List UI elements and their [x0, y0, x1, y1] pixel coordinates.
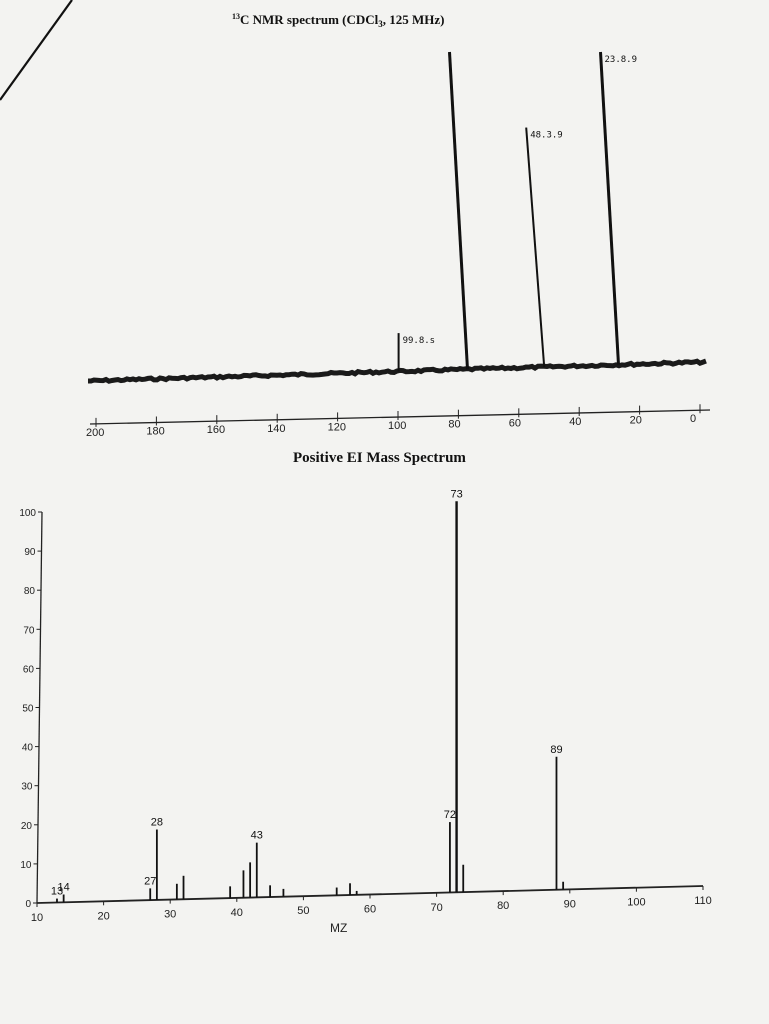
nmr-peaks: [397, 51, 620, 372]
nmr-peak-labels: 99.8.s 48.3.9 23.8.9: [403, 55, 637, 346]
nmr-x-tick-label: 180: [146, 426, 164, 438]
ms-x-tick-label: 20: [97, 910, 109, 922]
ms-peak-label: 72: [444, 809, 456, 821]
ms-peak-label: 89: [550, 744, 562, 756]
ms-peak-label: 43: [251, 830, 263, 842]
nmr-x-axis: [89, 409, 711, 425]
ms-y-tick-label: 80: [24, 586, 36, 597]
ms-x-tick-label: 70: [430, 902, 442, 914]
nmr-x-tick-label: 0: [690, 413, 696, 425]
ms-y-tick-label: 100: [19, 508, 36, 519]
ms-peak-label: 73: [450, 488, 462, 500]
nmr-x-ticks: 200 180 160 140 120 100 80 60 40 20 0: [86, 404, 701, 439]
nmr-spectrum: 99.8.s48.3.923.8.9 200 180 160 140 120 100 80 6…: [86, 51, 711, 439]
ms-peaks: [56, 501, 565, 903]
nmr-x-tick-label: 60: [509, 417, 521, 429]
nmr-x-tick-label: 120: [328, 421, 346, 433]
nmr-peak-label: 48.3.9: [530, 131, 563, 141]
nmr-x-tick-label: 140: [267, 423, 285, 435]
ms-y-tick-label: 70: [23, 625, 35, 636]
ms-x-ticks: 10 20 30 40 50 60 70 80 90 100 110: [31, 886, 712, 924]
ms-x-tick-label: 110: [694, 895, 712, 907]
nmr-baseline: [88, 358, 707, 384]
ms-y-tick-label: 40: [22, 743, 34, 754]
ms-y-tick-label: 20: [21, 821, 33, 832]
ms-x-axis-label: MZ: [330, 921, 347, 935]
nmr-x-tick-label: 80: [448, 419, 460, 431]
nmr-x-tick-label: 20: [630, 415, 642, 427]
ms-x-tick-label: 10: [31, 912, 43, 924]
nmr-x-tick-label: 160: [207, 424, 225, 436]
nmr-peak: [599, 51, 620, 365]
ms-x-tick-label: 40: [231, 907, 243, 919]
nmr-peak: [525, 127, 546, 368]
ms-x-tick-label: 60: [364, 904, 376, 916]
ms-x-tick-label: 30: [164, 909, 176, 921]
ms-x-tick-label: 100: [627, 897, 645, 909]
ms-peak-label: 28: [151, 817, 163, 829]
ms-y-tick-label: 50: [22, 704, 34, 715]
ms-peak-label: 13: [51, 886, 63, 898]
nmr-x-tick-label: 40: [569, 416, 581, 428]
ms-x-tick-label: 90: [564, 898, 576, 910]
ms-y-tick-label: 0: [25, 899, 31, 910]
nmr-peak-label: 23.8.9: [605, 55, 638, 65]
nmr-peak-label: 99.8.s: [403, 336, 436, 346]
nmr-x-tick-label: 100: [388, 420, 406, 432]
ms-y-tick-label: 90: [24, 547, 36, 558]
nmr-x-tick-label: 200: [86, 427, 104, 439]
pen-stroke-mark: [0, 0, 73, 101]
ms-y-ticks: 0 10 20 30 40 50 60 70 80 90 100: [19, 508, 42, 910]
nmr-title: 13C NMR spectrum (CDCl3, 125 MHz): [232, 12, 445, 29]
ms-title: Positive EI Mass Spectrum: [293, 450, 466, 466]
ms-peak-label: 27: [144, 875, 156, 887]
nmr-peak: [448, 51, 469, 370]
ms-y-tick-label: 60: [23, 664, 35, 675]
ms-peak-label: 14: [58, 882, 70, 894]
ms-x-tick-label: 80: [497, 900, 509, 912]
ms-y-tick-label: 10: [20, 860, 32, 871]
ms-y-tick-label: 30: [21, 782, 33, 793]
ms-x-tick-label: 50: [297, 905, 309, 917]
